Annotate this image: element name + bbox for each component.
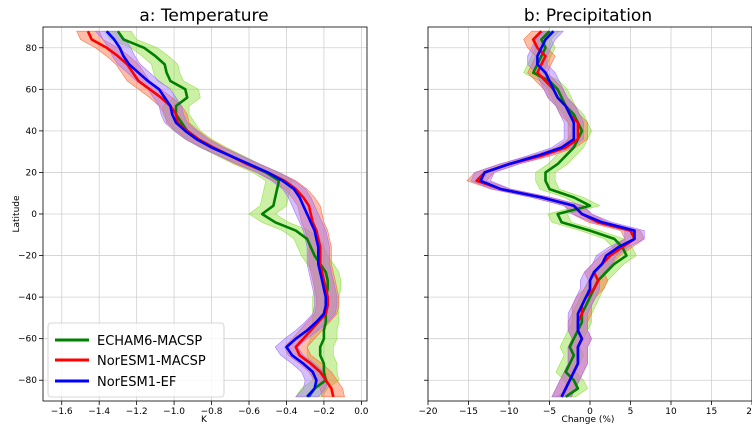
pa-xtick-label: −0.6 bbox=[238, 407, 260, 417]
pa-ytick-label: 40 bbox=[26, 127, 38, 137]
pa-ytick-label: 60 bbox=[26, 85, 38, 95]
pa-xtick-label: −0.8 bbox=[201, 407, 223, 417]
panel-b-grid bbox=[427, 27, 752, 401]
pb-xtick-label: 5 bbox=[628, 407, 634, 417]
pb-xtick-label: 0 bbox=[587, 407, 593, 417]
pa-xtick-label: −1.0 bbox=[163, 407, 185, 417]
pa-xtick-label: −0.2 bbox=[313, 407, 335, 417]
legend: ECHAM6-MACSP NorESM1-MACSP NorESM1-EF bbox=[47, 322, 225, 398]
pa-line-noresm1-macsp bbox=[86, 30, 335, 398]
pb-line-echam6-macsp bbox=[531, 30, 628, 398]
panel-temperature: a: Temperature Latitude K −1.6 −1.4 −1.2 −1… bbox=[12, 6, 369, 425]
legend-box bbox=[47, 322, 225, 398]
pb-xtick-label: −15 bbox=[459, 407, 478, 417]
panel-b-title: b: Precipitation bbox=[524, 6, 652, 26]
panel-a-bands bbox=[76, 30, 345, 398]
pb-xtick-label: 10 bbox=[665, 407, 677, 417]
pa-ytick-label: −40 bbox=[18, 293, 37, 303]
pa-ytick-label: 0 bbox=[31, 210, 37, 220]
pa-xtick-label: 0.0 bbox=[354, 407, 369, 417]
pb-line-noresm1-ef bbox=[479, 30, 636, 398]
panel-a-lines bbox=[86, 30, 335, 398]
panel-a-frame bbox=[42, 26, 368, 402]
legend-label-noresm1-ef: NorESM1-EF bbox=[97, 375, 176, 390]
panel-a-xlabel: K bbox=[201, 415, 208, 425]
pa-xtick-label: −0.4 bbox=[276, 407, 298, 417]
panel-a-ylabel: Latitude bbox=[12, 195, 22, 233]
pb-xtick-label: −10 bbox=[500, 407, 519, 417]
pa-ytick-label: −20 bbox=[18, 252, 37, 262]
pb-xtick-label: 15 bbox=[706, 407, 717, 417]
pa-xtick-label: −1.2 bbox=[126, 407, 148, 417]
pa-ytick-label: −80 bbox=[18, 376, 37, 386]
pb-xtick-label: 20 bbox=[746, 407, 752, 417]
legend-label-echam6-macsp: ECHAM6-MACSP bbox=[97, 334, 202, 349]
pa-ytick-label: −60 bbox=[18, 335, 37, 345]
panel-a-ticks: −1.6 −1.4 −1.2 −1.0 −0.8 −0.6 −0.4 −0.2 0.0 −80 −6… bbox=[18, 44, 369, 417]
pa-ytick-label: 80 bbox=[26, 44, 38, 54]
pa-line-echam6-macsp bbox=[116, 30, 330, 398]
panel-b-frame bbox=[427, 26, 752, 402]
panel-b-lines bbox=[475, 30, 636, 398]
panel-b-xlabel: Change (%) bbox=[562, 415, 615, 425]
pb-band-noresm1-ef bbox=[470, 30, 645, 398]
panel-b-ticks: −20 −15 −10 −5 0 5 10 15 20 bbox=[419, 47, 752, 417]
pa-band-noresm1-ef bbox=[94, 30, 338, 398]
pa-ytick-label: 20 bbox=[26, 168, 38, 178]
panel-a-title: a: Temperature bbox=[139, 6, 268, 26]
pa-line-noresm1-ef bbox=[105, 30, 328, 398]
pb-xtick-label: −5 bbox=[543, 407, 556, 417]
pa-xtick-label: −1.4 bbox=[88, 407, 110, 417]
pb-xtick-label: −20 bbox=[419, 407, 438, 417]
panel-precipitation: b: Precipitation Change (%) −20 −15 −10 −5 0… bbox=[419, 6, 752, 425]
legend-label-noresm1-macsp: NorESM1-MACSP bbox=[97, 354, 206, 369]
pa-xtick-label: −1.6 bbox=[51, 407, 73, 417]
